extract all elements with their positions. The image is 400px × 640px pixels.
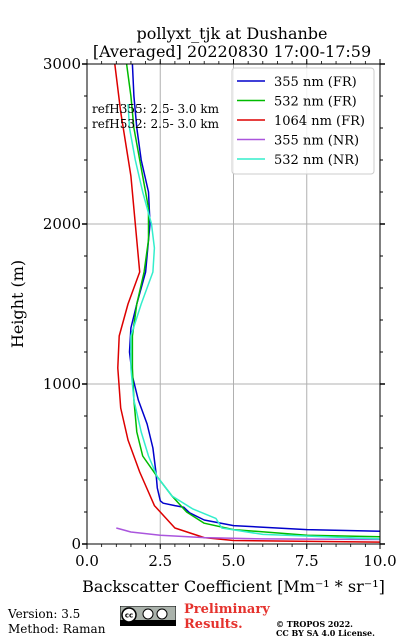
y-tick-label: 0 — [71, 535, 81, 553]
method-label: Method: Raman — [8, 622, 106, 636]
series-line-2 — [114, 64, 380, 543]
series-line-3 — [116, 527, 380, 541]
y-axis-label: Height (m) — [8, 260, 27, 348]
copyright-line2: CC BY SA 4.0 License. — [276, 628, 375, 638]
series-line-4 — [127, 103, 380, 540]
y-tick-label: 1000 — [43, 375, 81, 393]
y-tick-label: 3000 — [43, 55, 81, 73]
x-tick-label: 10.0 — [363, 552, 396, 570]
legend-label: 532 nm (FR) — [274, 95, 357, 110]
x-axis-label: Backscatter Coefficient [Mm⁻¹ * sr⁻¹] — [82, 577, 385, 596]
copyright-line1: © TROPOS 2022. — [276, 619, 353, 629]
x-tick-label: 7.5 — [295, 552, 319, 570]
legend-label: 1064 nm (FR) — [274, 114, 365, 129]
legend-box — [231, 67, 375, 175]
version-label: Version: 3.5 — [8, 607, 81, 621]
legend-label: 532 nm (NR) — [274, 153, 359, 168]
reference-height-annotation: refH532: 2.5- 3.0 km — [92, 117, 220, 131]
x-tick-label: 0.0 — [75, 552, 99, 570]
preliminary-line2: Results. — [184, 617, 243, 632]
legend-label: 355 nm (FR) — [274, 75, 357, 90]
copyright-notice: © TROPOS 2022. CC BY SA 4.0 License. — [276, 620, 375, 638]
series-line-0 — [128, 64, 380, 532]
x-tick-label: 2.5 — [148, 552, 172, 570]
y-tick-label: 2000 — [43, 215, 81, 233]
preliminary-line1: Preliminary — [184, 602, 270, 617]
legend-label: 355 nm (NR) — [274, 134, 359, 149]
svg-text:cc: cc — [125, 612, 133, 620]
chart-title-line2: [Averaged] 20220830 17:00-17:59 — [92, 42, 372, 61]
preliminary-results-label: Preliminary Results. — [184, 602, 270, 632]
reference-height-annotation: refH355: 2.5- 3.0 km — [92, 102, 220, 116]
cc-by-sa-license-icon: cc — [120, 606, 176, 626]
chart-title-line1: pollyxt_tjk at Dushanbe — [136, 24, 328, 43]
x-tick-label: 5.0 — [222, 552, 246, 570]
